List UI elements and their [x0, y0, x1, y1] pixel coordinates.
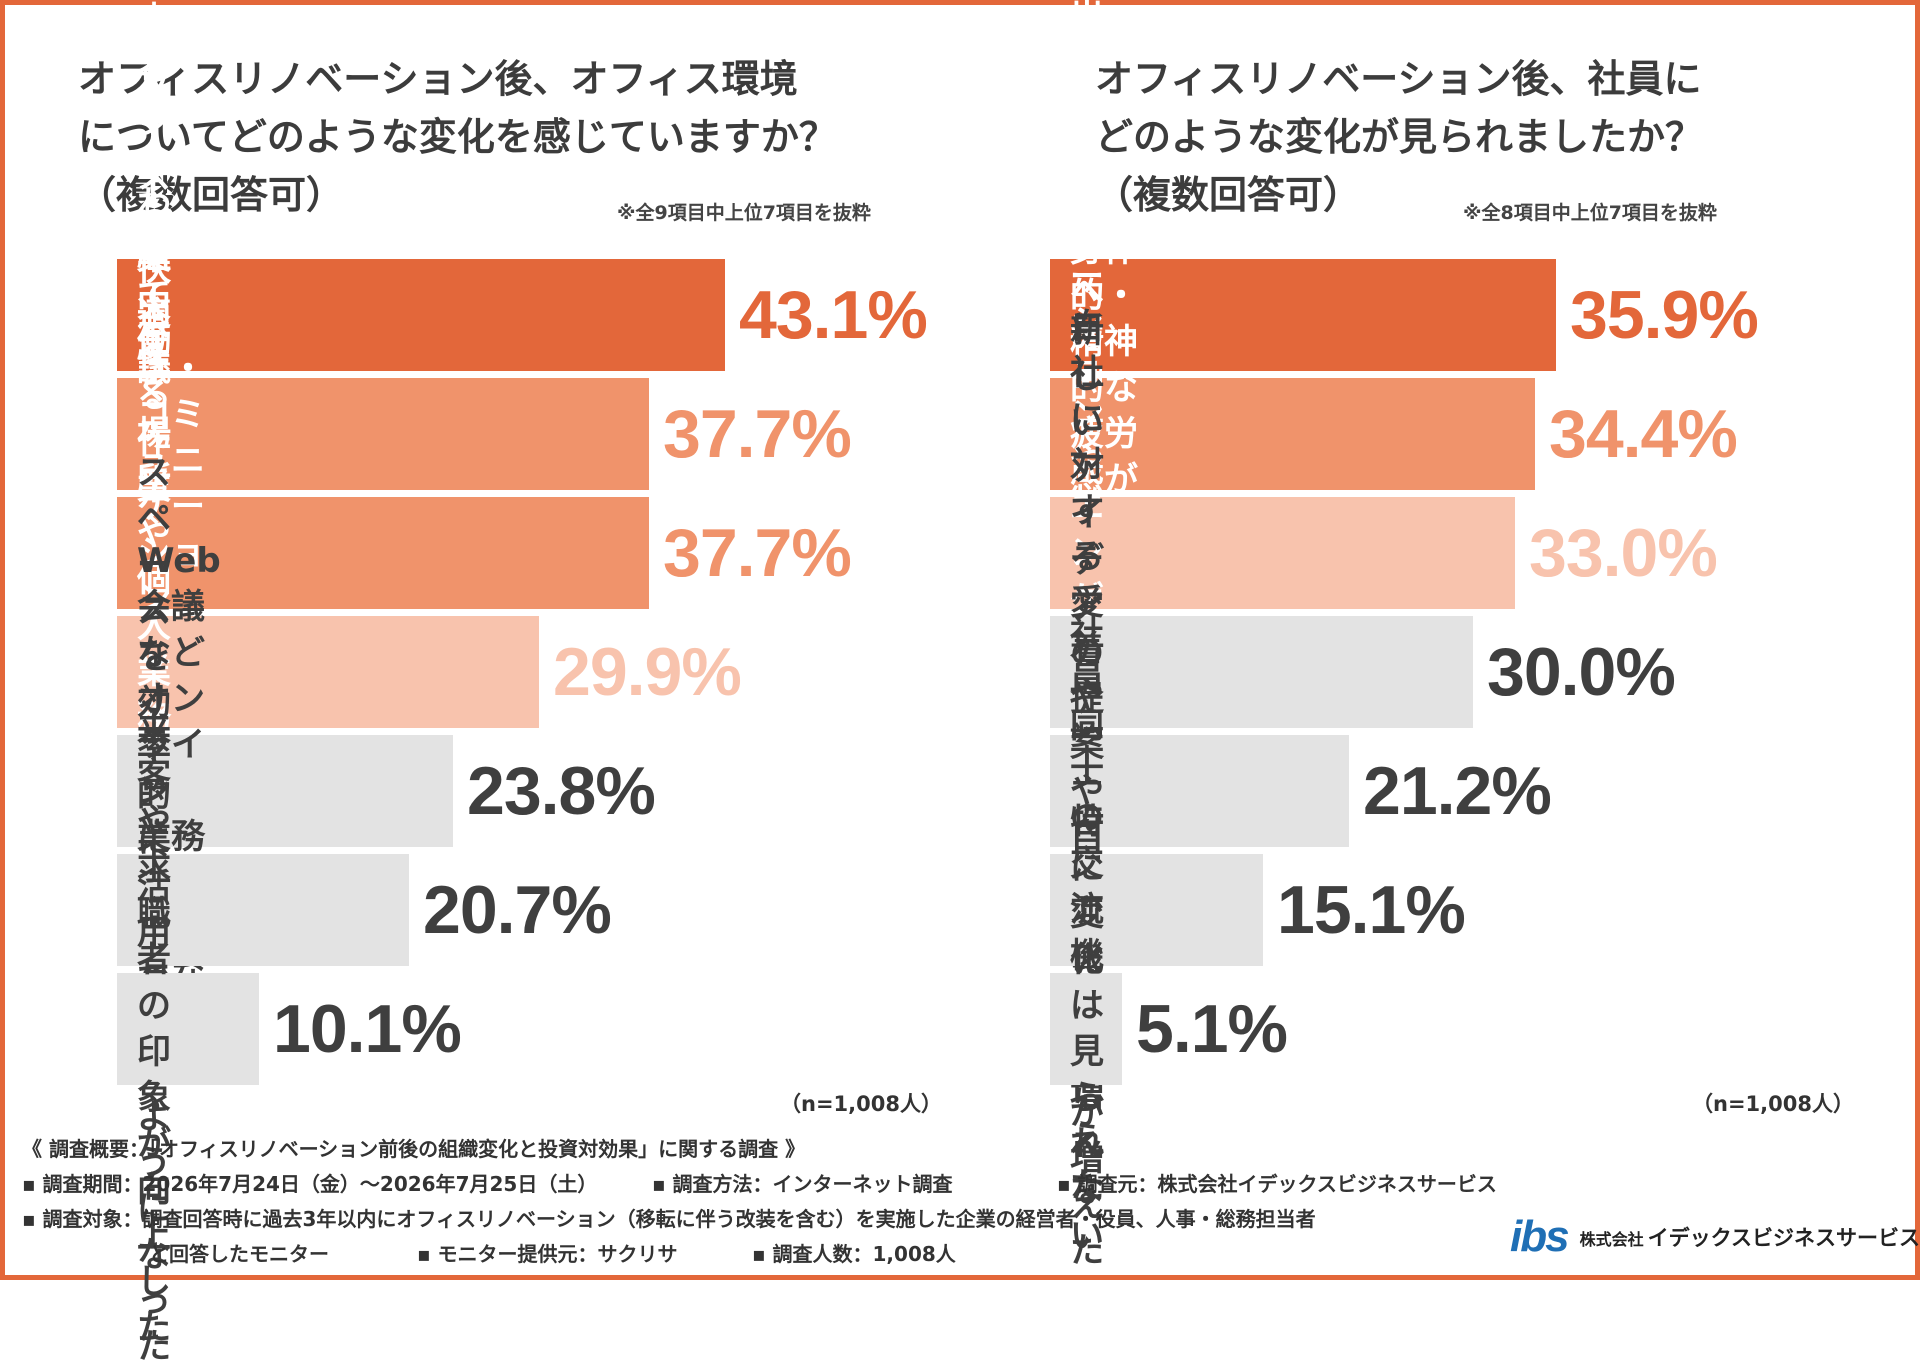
right-sample-size: （n=1,008人） — [1692, 1092, 1854, 1116]
right-title-line-2: どのような変化が見られましたか？ — [1095, 115, 1704, 159]
right-question-title: オフィスリノベーション後、社員に どのような変化が見られましたか？ （複数回答可… — [1095, 50, 1703, 224]
left-bar — [117, 735, 453, 847]
right-title-line-1: オフィスリノベーション後、社員に — [1095, 57, 1702, 101]
right-bar-value: 30.0% — [1487, 634, 1676, 710]
left-bar-value: 43.1% — [739, 277, 928, 353]
right-bar-value: 15.1% — [1277, 872, 1466, 948]
ibs-logo-mark: ibs — [1510, 1212, 1570, 1261]
left-bar-value: 10.1% — [273, 991, 462, 1067]
right-bar — [1050, 735, 1349, 847]
right-bar-value: 21.2% — [1363, 753, 1552, 829]
survey-source: ▪ 調査元：株式会社イデックスビジネスサービス — [1057, 1172, 1497, 1196]
left-title-line-3: （複数回答可） — [78, 173, 345, 217]
survey-provider: ▪ モニター提供元：サクリサ — [417, 1242, 678, 1266]
left-sample-size: （n=1,008人） — [780, 1092, 942, 1116]
left-bar-value: 29.9% — [553, 634, 742, 710]
left-bar — [117, 854, 409, 966]
left-bar-value: 20.7% — [423, 872, 612, 948]
company-logo: ibs 株式会社 イデックスビジネスサービス — [1510, 1212, 1920, 1262]
right-bar — [1050, 497, 1515, 609]
right-bar — [1050, 616, 1473, 728]
left-bar — [117, 973, 259, 1085]
left-title-line-1: オフィスリノベーション後、オフィス環境 — [78, 57, 798, 101]
left-question-title: オフィスリノベーション後、オフィス環境 についてどのような変化を感じていますか？… — [78, 50, 837, 224]
survey-target-cont: と回答したモニター — [149, 1242, 329, 1266]
survey-target: ▪ 調査対象：調査回答時に過去3年以内にオフィスリノベーション（移転に伴う改装を… — [22, 1207, 1316, 1231]
right-bar-value: 34.4% — [1549, 396, 1738, 472]
survey-period: ▪ 調査期間：2026年7月24日（金）〜2026年7月25日（土） — [22, 1172, 598, 1196]
right-bar — [1050, 378, 1535, 490]
left-bar-value: 23.8% — [467, 753, 656, 829]
right-bar — [1050, 973, 1122, 1085]
company-prefix: 株式会社 — [1579, 1230, 1644, 1249]
left-bar-label: 来客や求職者の 印象が向上した — [137, 710, 171, 1348]
right-bar-label: 特に変化は見られない — [1070, 802, 1104, 1256]
left-bar — [117, 616, 539, 728]
left-bar — [117, 378, 649, 490]
company-name-main: イデックスビジネスサービス — [1647, 1226, 1920, 1250]
left-title-line-2: についてどのような変化を感じていますか？ — [78, 115, 837, 159]
right-bar-value: 5.1% — [1136, 991, 1288, 1067]
right-bar — [1050, 259, 1556, 371]
left-bar-value: 37.7% — [663, 396, 852, 472]
left-bar — [117, 259, 725, 371]
right-title-line-3: （複数回答可） — [1095, 173, 1362, 217]
left-bar-value: 37.7% — [663, 515, 852, 591]
survey-heading: 《 調査概要：「オフィスリノベーション前後の組織変化と投資対効果」に関する調査 … — [22, 1137, 806, 1161]
left-bar — [117, 497, 649, 609]
right-bar-value: 35.9% — [1570, 277, 1759, 353]
survey-method: ▪ 調査方法：インターネット調査 — [652, 1172, 953, 1196]
right-bar-value: 33.0% — [1529, 515, 1718, 591]
company-name: 株式会社 イデックスビジネスサービス — [1580, 1222, 1920, 1252]
right-bar — [1050, 854, 1263, 966]
outer-frame — [0, 0, 1920, 1280]
survey-count: ▪ 調査人数：1,008人 — [752, 1242, 956, 1266]
right-excerpt-note: ※全8項目中上位7項目を抜粋 — [1463, 202, 1717, 224]
left-excerpt-note: ※全9項目中上位7項目を抜粋 — [617, 202, 871, 224]
